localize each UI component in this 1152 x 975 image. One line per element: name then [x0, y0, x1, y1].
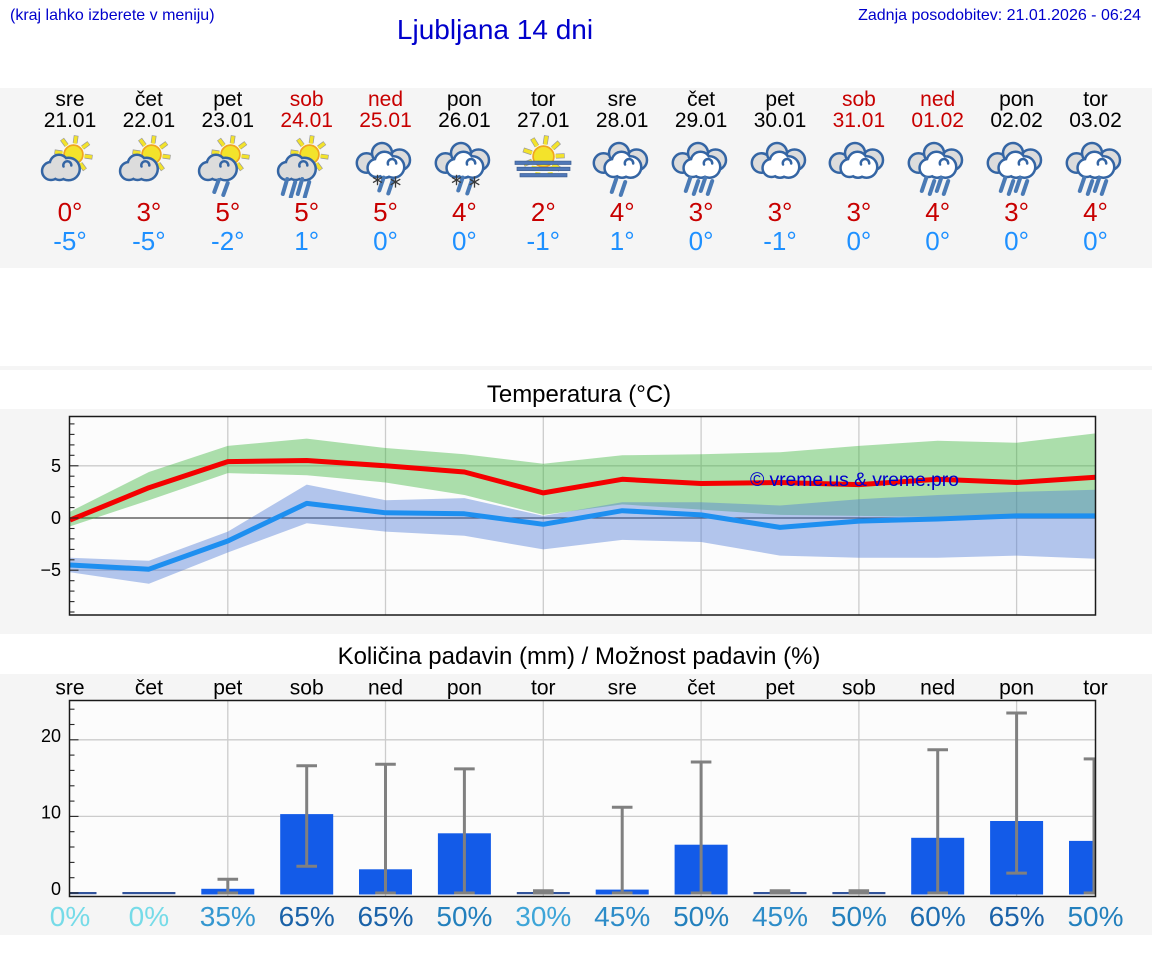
svg-text:tor: tor — [1083, 677, 1108, 700]
svg-text:5: 5 — [51, 456, 61, 476]
svg-text:60%: 60% — [910, 901, 966, 932]
svg-text:sob: sob — [842, 677, 876, 700]
svg-text:50%: 50% — [673, 901, 729, 932]
svg-text:−5: −5 — [40, 560, 61, 580]
svg-text:pon: pon — [999, 677, 1034, 700]
svg-text:0%: 0% — [129, 901, 169, 932]
svg-text:10: 10 — [41, 802, 61, 822]
svg-text:50%: 50% — [1067, 901, 1123, 932]
svg-text:čet: čet — [687, 677, 715, 700]
svg-text:© vreme.us & vreme.pro: © vreme.us & vreme.pro — [750, 469, 959, 491]
svg-text:sre: sre — [608, 677, 637, 700]
svg-text:30%: 30% — [515, 901, 571, 932]
svg-text:ned: ned — [368, 677, 403, 700]
svg-text:20: 20 — [41, 726, 61, 746]
svg-text:0: 0 — [51, 879, 61, 899]
svg-text:45%: 45% — [594, 901, 650, 932]
svg-text:50%: 50% — [831, 901, 887, 932]
svg-text:65%: 65% — [989, 901, 1045, 932]
svg-text:0%: 0% — [50, 901, 90, 932]
svg-text:pet: pet — [213, 677, 242, 700]
svg-text:sob: sob — [290, 677, 324, 700]
svg-text:45%: 45% — [752, 901, 808, 932]
svg-text:sre: sre — [55, 677, 84, 700]
svg-text:pon: pon — [447, 677, 482, 700]
svg-text:35%: 35% — [200, 901, 256, 932]
svg-text:0: 0 — [51, 508, 61, 528]
svg-text:65%: 65% — [279, 901, 335, 932]
svg-text:pet: pet — [765, 677, 794, 700]
svg-text:65%: 65% — [357, 901, 413, 932]
svg-text:tor: tor — [531, 677, 556, 700]
svg-text:50%: 50% — [436, 901, 492, 932]
svg-text:ned: ned — [920, 677, 955, 700]
svg-text:čet: čet — [135, 677, 163, 700]
